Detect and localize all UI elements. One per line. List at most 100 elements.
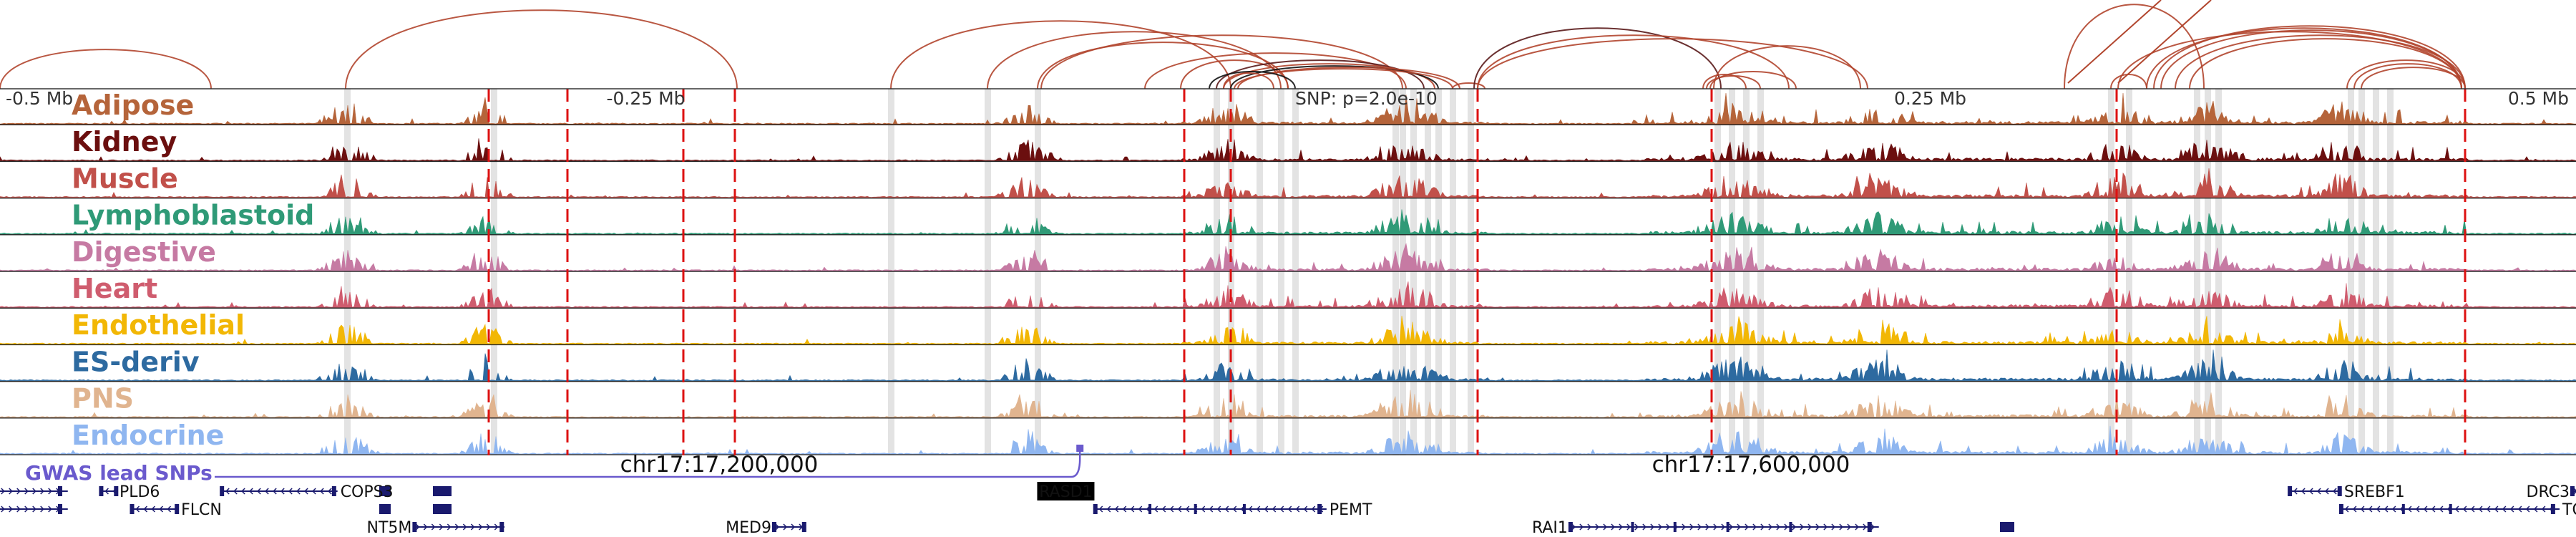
strand-chevron: [2360, 505, 2365, 513]
strand-chevron: [2431, 505, 2436, 513]
signal-area: [0, 390, 2576, 418]
signal-area: [0, 316, 2576, 345]
chromatin-loop-arc: [987, 31, 1282, 90]
strand-chevron: [273, 488, 277, 495]
highlight-band: [1714, 89, 1721, 455]
gene-exon: [433, 486, 452, 496]
gene-srebf1: SREBF1: [2288, 483, 2405, 501]
strand-chevron: [423, 523, 428, 531]
strand-chevron: [225, 488, 230, 495]
chromatin-loop-arc: [1713, 45, 1861, 90]
gene-tomil2: TOMIL2: [2338, 501, 2576, 519]
strand-chevron: [1611, 523, 1615, 531]
gene-label: COPS3: [341, 483, 394, 501]
highlight-band: [2358, 89, 2365, 455]
strand-chevron: [296, 488, 301, 495]
gene-label: DRC3: [2527, 483, 2570, 501]
strand-chevron: [775, 523, 780, 531]
gene-exon: [1194, 504, 1197, 514]
strand-chevron: [2486, 505, 2491, 513]
strand-chevron: [2301, 488, 2306, 495]
strand-chevron: [1595, 523, 1599, 531]
highlight-band: [2387, 89, 2394, 455]
gene-exon: [2570, 486, 2575, 496]
chromatin-loop-arc: [1040, 34, 1403, 90]
gene-exon: [2288, 486, 2293, 496]
strand-chevron: [48, 488, 52, 495]
strand-chevron: [1768, 523, 1772, 531]
gwas-connector: [215, 449, 1081, 478]
strand-chevron: [1169, 505, 1174, 513]
signal-track-heart: [0, 281, 2576, 309]
highlight-band: [2108, 89, 2114, 455]
chromatin-loop-arc: [1223, 72, 1274, 90]
signal-tracks: [0, 92, 2576, 455]
chromatin-loop-arc: [1234, 68, 1453, 90]
signal-track-es-deriv: [0, 349, 2576, 382]
strand-chevron: [40, 505, 44, 513]
chromatin-loop-arc: [890, 20, 1231, 90]
gene-exon: [1726, 522, 1729, 532]
strand-chevron: [470, 523, 475, 531]
strand-chevron: [288, 488, 293, 495]
strand-chevron: [1737, 523, 1741, 531]
strand-chevron: [16, 488, 21, 495]
strand-chevron: [2533, 505, 2538, 513]
strand-chevron: [1784, 523, 1788, 531]
strand-chevron: [257, 488, 261, 495]
strand-chevron: [2317, 488, 2321, 495]
strand-chevron: [32, 488, 36, 495]
strand-chevron: [1689, 523, 1694, 531]
gene-cops3: COPS3: [220, 483, 394, 501]
gene-label: NT5M: [367, 519, 412, 537]
strand-chevron: [2478, 505, 2483, 513]
signal-track-kidney: [0, 138, 2576, 163]
strand-chevron: [1729, 523, 1733, 531]
track-label-kidney: Kidney: [72, 126, 177, 158]
strand-chevron: [2470, 505, 2475, 513]
strand-chevron: [1579, 523, 1584, 531]
highlight-band: [2194, 89, 2200, 455]
signal-track-digestive: [0, 243, 2576, 272]
strand-chevron: [1303, 505, 1308, 513]
signal-area: [0, 138, 2576, 162]
strand-chevron: [1106, 505, 1111, 513]
strand-chevron: [1201, 505, 1206, 513]
chromatin-loop-arc: [1452, 82, 1485, 90]
strand-chevron: [1248, 505, 1253, 513]
highlight-band: [888, 89, 894, 455]
gene-annotations: MPRIPPLD6COPS3RASD1SREBF1DRC3MPRIPFLCNPE…: [0, 482, 2576, 537]
strand-chevron: [1666, 523, 1670, 531]
gene-exon: [57, 504, 62, 514]
strand-chevron: [1721, 523, 1725, 531]
strand-chevron: [151, 505, 156, 513]
gene-label: PLD6: [119, 483, 160, 501]
strand-chevron: [447, 523, 452, 531]
strand-chevron: [1603, 523, 1607, 531]
strand-chevron: [1705, 523, 1709, 531]
strand-chevron: [24, 488, 29, 495]
strand-chevron: [1658, 523, 1662, 531]
strand-chevron: [1682, 523, 1686, 531]
chromatin-loop-arc: [1477, 38, 1868, 90]
strand-chevron: [1619, 523, 1623, 531]
gwas-track: GWAS lead SNPs: [25, 445, 1084, 485]
highlight-band: [2205, 89, 2211, 455]
gene-label: RASD1: [1039, 483, 1092, 501]
strand-chevron: [439, 523, 444, 531]
signal-area: [0, 209, 2576, 235]
strand-chevron: [2333, 488, 2337, 495]
chromatin-loop-arc: [2361, 67, 2466, 90]
highlight-band: [2215, 89, 2222, 455]
strand-chevron: [1870, 523, 1875, 531]
strand-chevron: [2494, 505, 2499, 513]
strand-chevron: [2502, 505, 2507, 513]
highlight-band: [1757, 89, 1764, 455]
gene-mprip: MPRIP: [0, 486, 452, 496]
strand-chevron: [415, 523, 420, 531]
strand-chevron: [1650, 523, 1654, 531]
track-label-digestive: Digestive: [72, 236, 216, 268]
strand-chevron: [1295, 505, 1300, 513]
strand-chevron: [241, 488, 245, 495]
